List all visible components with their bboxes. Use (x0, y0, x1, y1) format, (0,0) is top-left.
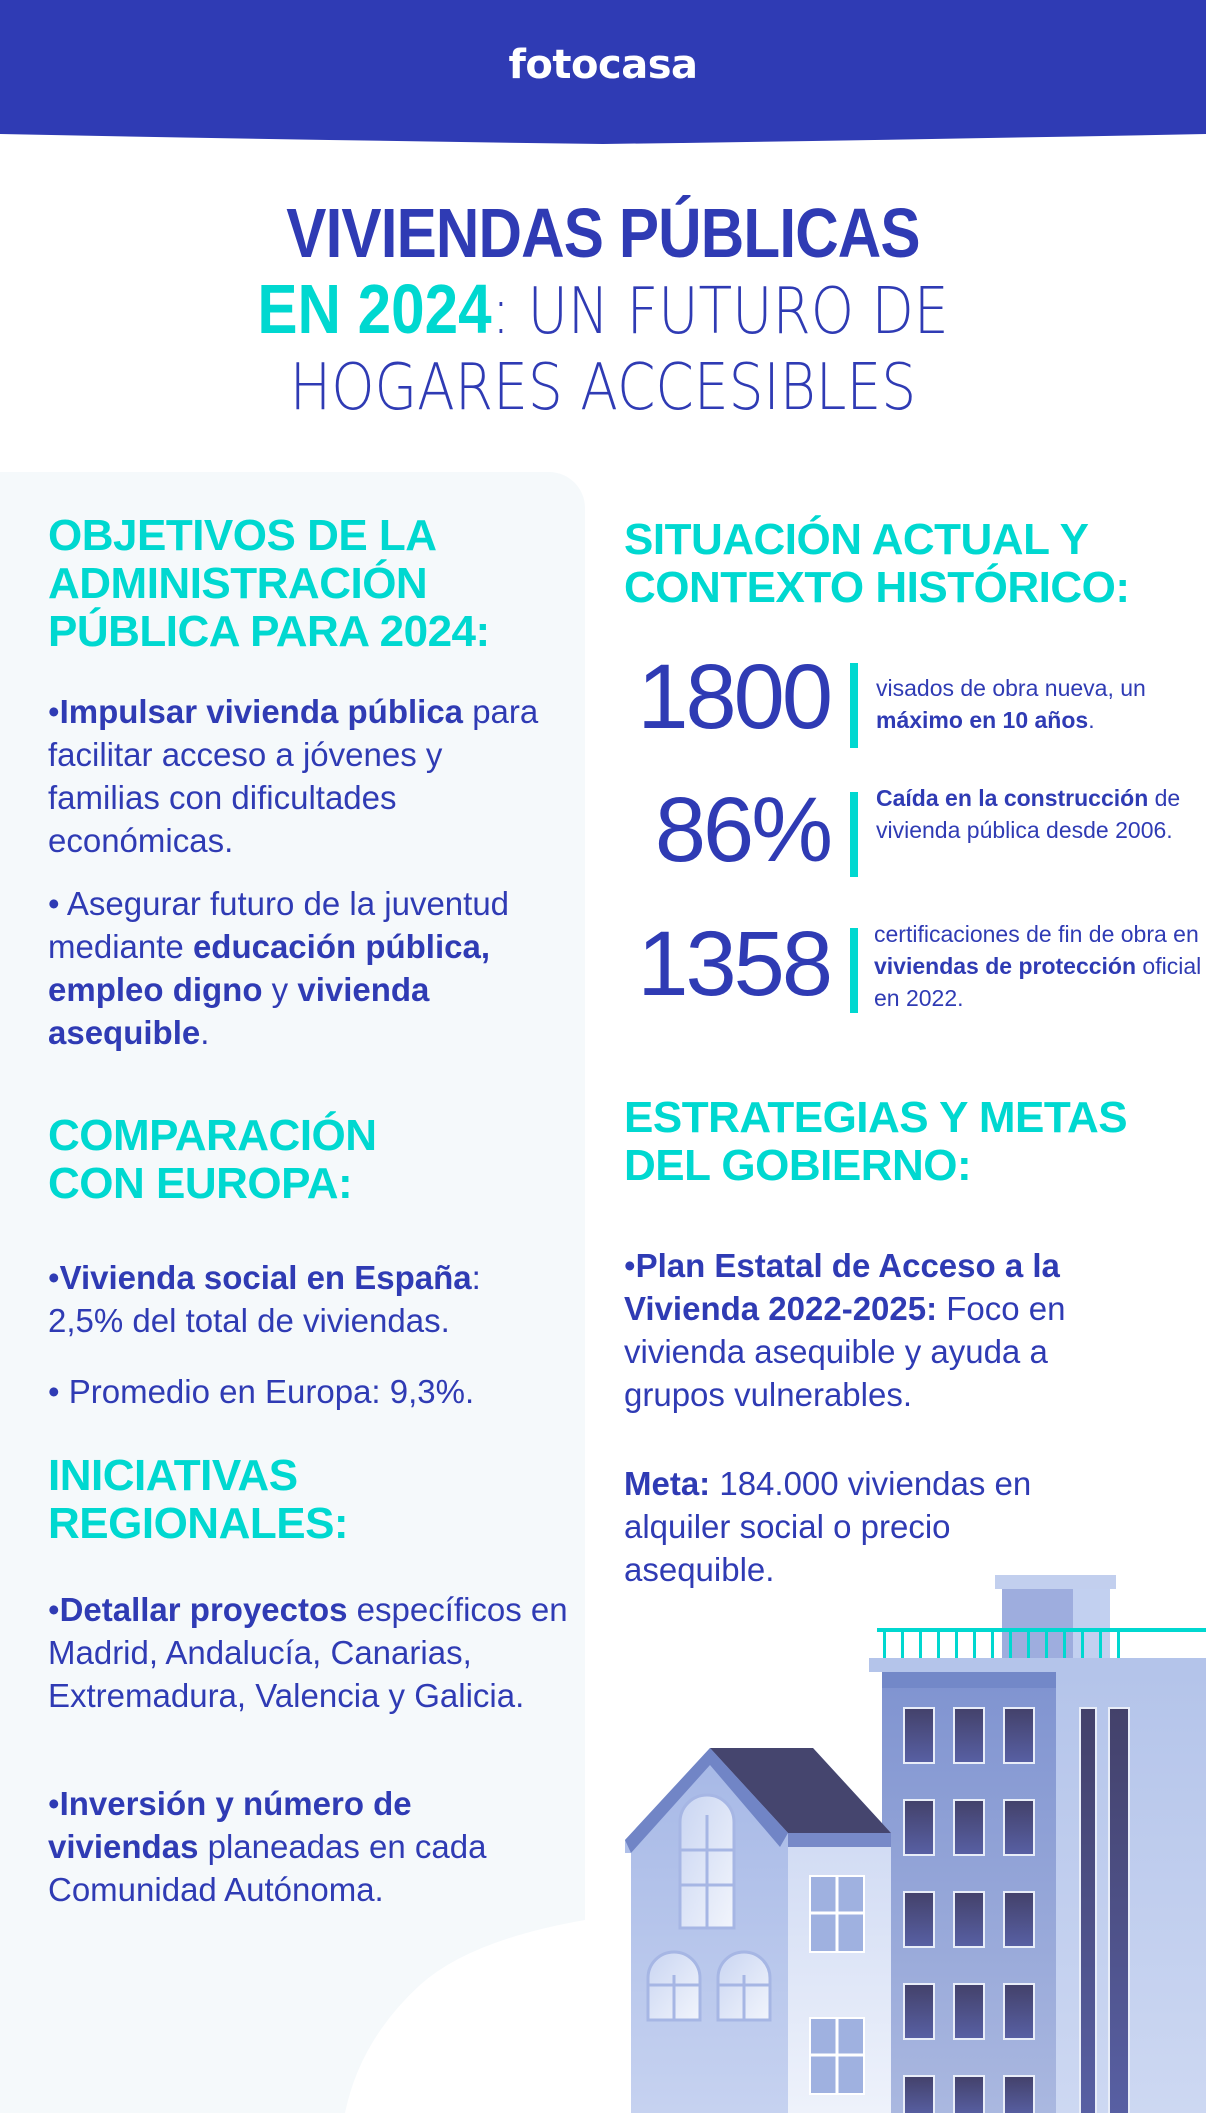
page-title: VIVIENDAS PÚBLICAS EN 2024: UN FUTURO DE… (0, 195, 1206, 426)
title-line-3: HOGARES ACCESIBLES (289, 351, 917, 425)
bullet-icon: • (48, 693, 60, 730)
bullet-icon: • (48, 1591, 60, 1628)
objetivos-bullet-2-mid: y (262, 971, 298, 1008)
stat-description: visados de obra nueva, un máximo en 10 a… (876, 672, 1196, 736)
objetivos-heading-line-2: ADMINISTRACIÓN (48, 559, 428, 608)
bullet-icon: • (48, 1259, 60, 1296)
objetivos-bullet-1-bold: Impulsar vivienda pública (59, 693, 464, 730)
objetivos-bullet-2-bold-1: educación pública, empleo digno (48, 928, 491, 1008)
stat-desc-end: de vivienda pública desde 2006. (876, 785, 1181, 843)
regionales-bullet-1: •Detallar proyectos específicos en Madri… (48, 1588, 568, 1717)
estrategias-bullet-1-text: Foco en vivienda asequible y ayuda a gru… (624, 1290, 1066, 1413)
roof-block-cap (995, 1575, 1116, 1589)
stat-divider (850, 792, 858, 877)
stat-description: certificaciones de fin de obra en vivien… (874, 918, 1204, 1014)
estrategias-bullet-1-bold: Plan Estatal de Acceso a la Vivienda 202… (624, 1247, 1060, 1327)
regionales-heading-line-1: INICIATIVAS (48, 1451, 298, 1500)
meta-text: 184.000 viviendas en alquiler social o p… (624, 1465, 1032, 1588)
bullet-icon: • (48, 1373, 60, 1410)
objetivos-bullet-2-text: Asegurar futuro de la juventud mediante (48, 885, 510, 965)
europa-heading: COMPARACIÓN CON EUROPA: (48, 1112, 377, 1208)
stat-desc-end: oficial en 2022. (874, 953, 1202, 1011)
stat-desc-bold: máximo en 10 años (876, 707, 1089, 733)
estrategias-heading-line-1: ESTRATEGIAS Y METAS (624, 1093, 1128, 1142)
regionales-bullet-2: •Inversión y número de viviendas planead… (48, 1782, 548, 1911)
title-accent-year: EN 2024 (257, 270, 492, 348)
regionales-bullet-1-text: específicos en Madrid, Andalucía, Canari… (48, 1591, 568, 1714)
europa-bullet-1-text: : 2,5% del total de viviendas. (48, 1259, 481, 1339)
estrategias-meta: Meta: 184.000 viviendas en alquiler soci… (624, 1462, 1064, 1591)
regionales-heading: INICIATIVAS REGIONALES: (48, 1451, 349, 1548)
fotocasa-logo: fotocasa (508, 42, 699, 88)
stat-value: 86% (654, 779, 833, 881)
left-panel-curve (345, 1900, 600, 2113)
bullet-icon: • (48, 1785, 60, 1822)
stat-divider (850, 663, 858, 748)
bullet-icon: • (624, 1247, 636, 1284)
objetivos-bullet-1: •Impulsar vivienda pública para facilita… (48, 690, 548, 862)
objetivos-bullet-2-bold-2: vivienda asequible (48, 971, 430, 1051)
objetivos-heading: OBJETIVOS DE LA ADMINISTRACIÓN PÚBLICA P… (48, 512, 490, 656)
europa-heading-line-1: COMPARACIÓN (48, 1111, 377, 1160)
header-banner: fotocasa (0, 0, 1206, 145)
stat-desc-end: . (1088, 707, 1095, 733)
stat-desc-text: certificaciones de fin de obra en (874, 921, 1199, 947)
regionales-bullet-1-bold: Detallar proyectos (59, 1591, 348, 1628)
buildings-illustration (625, 1575, 1206, 2113)
europa-bullet-1: •Vivienda social en España: 2,5% del tot… (48, 1256, 548, 1342)
objetivos-bullet-2-end: . (200, 1014, 210, 1051)
stat-value: 1800 (637, 646, 833, 748)
left-panel-background (0, 472, 585, 2113)
title-line-2: EN 2024: UN FUTURO DE (84, 271, 1121, 350)
stat-desc-text: visados de obra nueva, un (876, 675, 1146, 701)
europa-bullet-2: • Promedio en Europa: 9,3%. (48, 1370, 548, 1413)
stat-description: Caída en la construcción de vivienda púb… (876, 782, 1196, 846)
bullet-icon: • (48, 885, 60, 922)
stat-divider (850, 928, 858, 1013)
title-line-1: VIVIENDAS PÚBLICAS (286, 194, 920, 272)
objetivos-bullet-2: • Asegurar futuro de la juventud mediant… (48, 882, 548, 1054)
regionales-heading-line-2: REGIONALES: (48, 1499, 349, 1548)
regionales-bullet-2-text: planeadas en cada Comunidad Autónoma. (48, 1828, 487, 1908)
europa-bullet-1-bold: Vivienda social en España (59, 1259, 472, 1296)
title-line-2-rest: : UN FUTURO DE (491, 275, 949, 349)
estrategias-heading: ESTRATEGIAS Y METAS DEL GOBIERNO: (624, 1093, 1128, 1190)
stat-desc-bold: viviendas de protección (874, 953, 1137, 979)
stat-value: 1358 (637, 913, 833, 1015)
estrategias-heading-line-2: DEL GOBIERNO: (624, 1141, 972, 1190)
situacion-heading: SITUACIÓN ACTUAL Y CONTEXTO HISTÓRICO: (624, 515, 1130, 612)
europa-bullet-2-text: Promedio en Europa: 9,3%. (68, 1373, 475, 1410)
house-roof (710, 1748, 891, 1833)
regionales-bullet-2-bold: Inversión y número de viviendas (48, 1785, 412, 1865)
roof-railing (877, 1628, 1206, 1632)
stat-desc-bold: Caída en la construcción (876, 785, 1149, 811)
header-wave-shape (0, 0, 1206, 144)
meta-label: Meta: (624, 1465, 711, 1502)
objetivos-heading-line-3: PÚBLICA PARA 2024: (48, 607, 490, 656)
europa-heading-line-2: CON EUROPA: (48, 1159, 353, 1208)
objetivos-heading-line-1: OBJETIVOS DE LA (48, 511, 437, 560)
estrategias-bullet-1: •Plan Estatal de Acceso a la Vivienda 20… (624, 1244, 1124, 1416)
situacion-heading-line-2: CONTEXTO HISTÓRICO: (624, 563, 1130, 612)
objetivos-bullet-1-text: para facilitar acceso a jóvenes y famili… (48, 693, 539, 859)
situacion-heading-line-1: SITUACIÓN ACTUAL Y (624, 515, 1089, 564)
